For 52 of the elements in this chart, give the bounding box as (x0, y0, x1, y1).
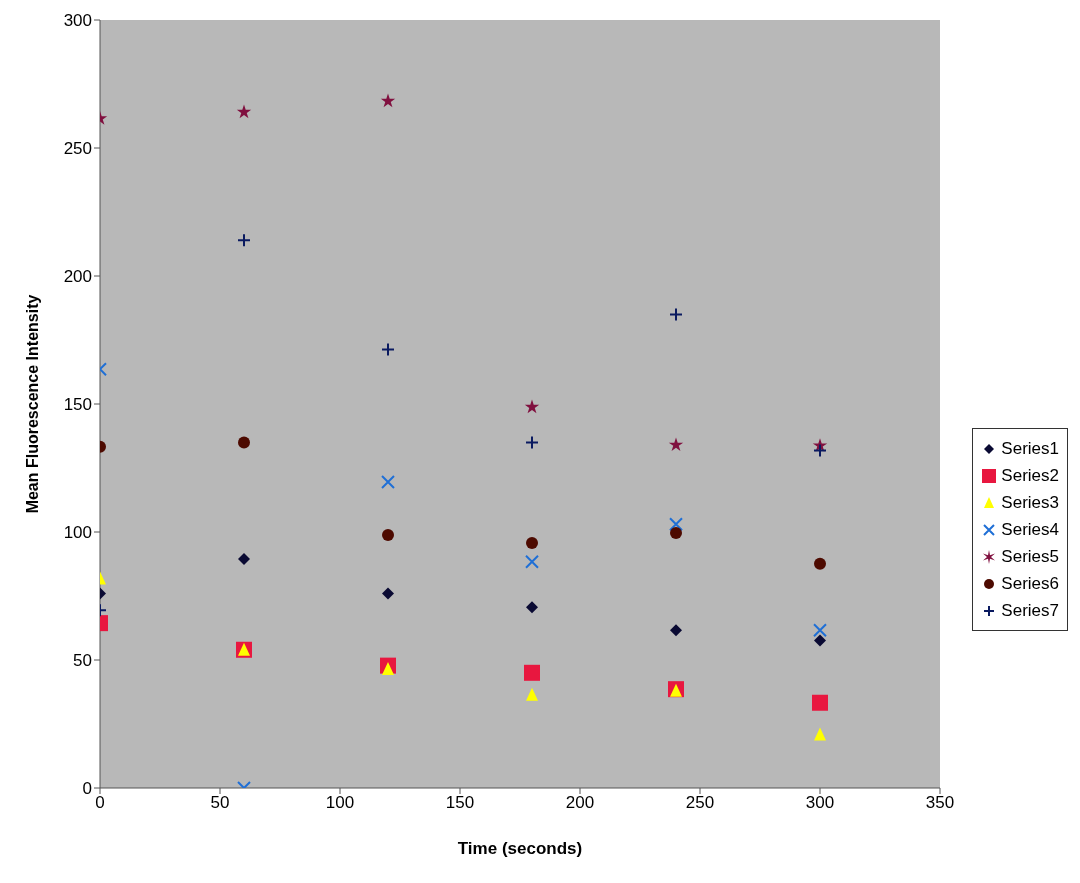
point (813, 443, 827, 458)
legend-label: Series2 (1001, 465, 1059, 486)
point (526, 537, 538, 550)
point (814, 634, 826, 647)
y-tick-label: 300 (63, 11, 92, 31)
point (670, 527, 682, 540)
y-tick-label: 200 (63, 267, 92, 287)
point (382, 661, 394, 675)
x-tick-label: 250 (685, 793, 715, 813)
point (526, 687, 538, 701)
point (814, 727, 826, 741)
point (526, 601, 538, 614)
point (236, 104, 252, 119)
point (238, 552, 250, 565)
x-tick-label: 100 (325, 793, 355, 813)
legend-label: Series1 (1001, 438, 1059, 459)
legend-label: Series3 (1001, 492, 1059, 513)
y-tick-label: 0 (82, 779, 92, 799)
x-tick-label: 0 (95, 793, 105, 813)
point (812, 694, 828, 711)
legend-label: Series4 (1001, 519, 1059, 540)
x-tick-label: 350 (925, 793, 955, 813)
legend-label: Series7 (1001, 600, 1059, 621)
point (670, 624, 682, 637)
y-tick-label: 50 (73, 651, 92, 671)
x-tick-label: 50 (210, 793, 230, 813)
point (381, 342, 395, 357)
point (525, 554, 539, 569)
y-axis-title: Mean Fluorescence Intensity (23, 294, 41, 514)
point (380, 93, 396, 108)
y-tick-label: 100 (63, 523, 92, 543)
point (524, 664, 540, 681)
point (381, 475, 395, 490)
x-axis-title: Time (seconds) (457, 839, 583, 858)
y-tick-label: 250 (63, 139, 92, 159)
point (525, 435, 539, 450)
point (382, 587, 394, 600)
x-tick-label: 200 (565, 793, 595, 813)
legend-label: Series6 (1001, 573, 1059, 594)
legend-label: Series5 (1001, 546, 1059, 567)
point (814, 557, 826, 570)
x-tick-label: 150 (445, 793, 475, 813)
point (382, 529, 394, 542)
point (237, 233, 251, 248)
x-tick-label: 300 (805, 793, 835, 813)
point (669, 307, 683, 322)
point (524, 399, 540, 414)
point (668, 437, 684, 452)
point (238, 436, 250, 449)
point (813, 623, 827, 638)
y-tick-label: 150 (63, 395, 92, 415)
point (669, 517, 683, 532)
